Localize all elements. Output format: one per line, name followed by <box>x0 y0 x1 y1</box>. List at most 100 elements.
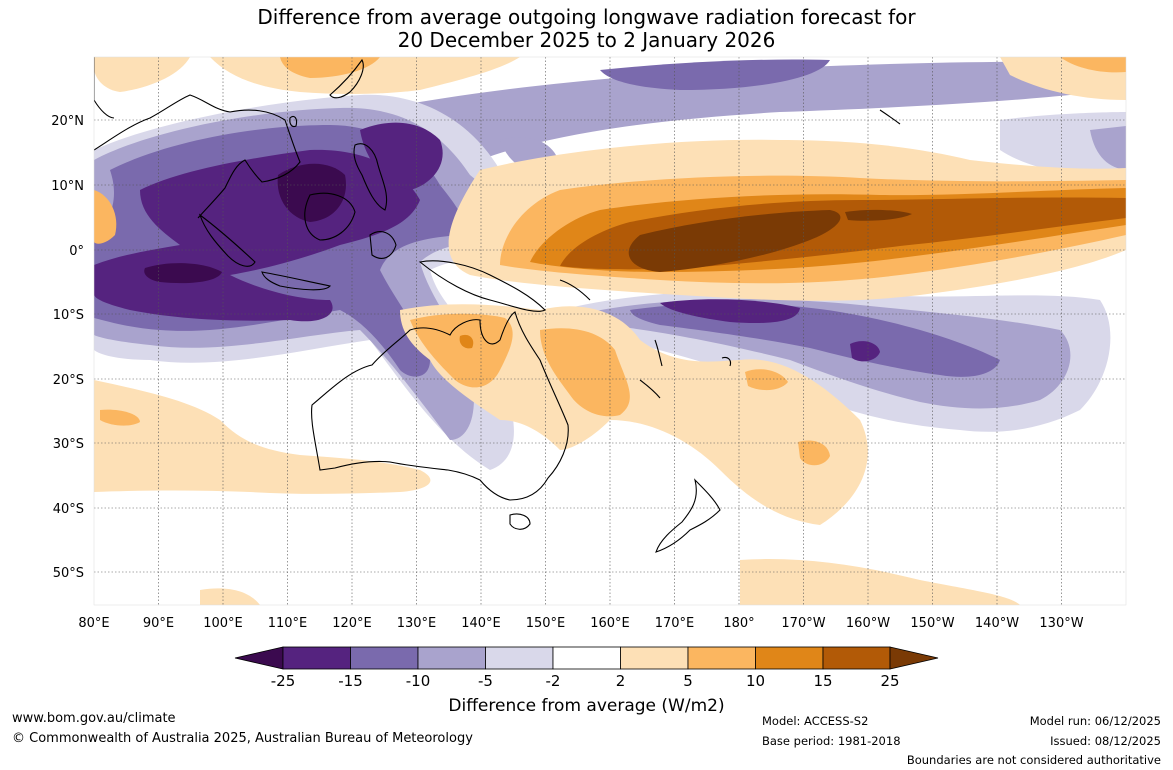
lon-label: 150°E <box>526 616 566 631</box>
strong-negative-core <box>144 263 222 284</box>
vanuatu-coastline <box>654 339 663 367</box>
title-line-1: Difference from average outgoing longwav… <box>257 5 916 29</box>
issued-label: Issued: 08/12/2025 <box>1050 734 1161 748</box>
base-period-label: Base period: 1981-2018 <box>762 734 901 748</box>
positive-anomaly-region <box>400 304 868 525</box>
lon-label: 140°E <box>461 616 501 631</box>
longitude-labels: 80°E 90°E 100°E 110°E 120°E 130°E 140°E … <box>78 616 1083 631</box>
lat-label: 20°N <box>51 114 84 129</box>
hawaii-coastline <box>879 109 901 125</box>
japan-coastline <box>329 58 364 99</box>
lat-label: 0° <box>69 244 84 259</box>
colorbar-segment <box>417 646 486 670</box>
colorbar-tick-label: -2 <box>546 672 561 690</box>
colorbar-title: Difference from average (W/m2) <box>448 696 725 716</box>
fiji-coastline <box>721 356 732 367</box>
colorbar-tick-label: 5 <box>683 672 693 690</box>
positive-anomaly-region <box>280 57 380 78</box>
new-zealand-coastline <box>655 478 721 553</box>
new-guinea-coastline <box>418 260 546 312</box>
lat-label: 10°S <box>53 308 84 323</box>
colorbar-underflow-arrow <box>234 646 284 670</box>
positive-anomaly-region <box>745 369 788 391</box>
positive-anomaly-region <box>410 313 513 388</box>
java-coastline <box>261 271 332 291</box>
negative-anomaly-region <box>360 122 443 190</box>
strong-positive-core <box>845 209 912 221</box>
colorbar-tick-label: 25 <box>880 672 899 690</box>
lon-label: 170°W <box>781 616 825 631</box>
strong-positive-core <box>628 210 841 272</box>
lon-label: 140°W <box>975 616 1019 631</box>
positive-anomaly-region <box>798 440 830 466</box>
latitude-labels: 20°N 10°N 0° 10°S 20°S 30°S 40°S 50°S <box>51 114 84 581</box>
lat-label: 20°S <box>53 373 84 388</box>
lon-label: 120°E <box>332 616 372 631</box>
lon-label: 160°W <box>846 616 890 631</box>
colorbar-tick-label: 15 <box>813 672 832 690</box>
colorbar-tick-label: 2 <box>616 672 626 690</box>
tasmania-coastline <box>509 513 531 530</box>
map-frame <box>93 56 1127 606</box>
colorbar <box>234 646 939 670</box>
borneo-coastline <box>304 192 356 241</box>
lat-label: 40°S <box>53 502 84 517</box>
colorbar-tick-label: -15 <box>338 672 363 690</box>
model-label: Model: ACCESS-S2 <box>762 714 869 728</box>
lon-label: 110°E <box>268 616 308 631</box>
negative-anomaly-region <box>660 299 800 324</box>
lon-label: 180° <box>723 616 754 631</box>
model-run-label: Model run: 06/12/2025 <box>1029 714 1161 728</box>
negative-anomaly-region <box>850 341 880 362</box>
positive-anomaly-region <box>740 559 1020 605</box>
anomaly-shading <box>94 57 1126 605</box>
sulawesi-coastline <box>369 231 397 259</box>
coastlines <box>94 57 901 553</box>
colorbar-segment <box>822 646 891 670</box>
positive-anomaly-region <box>94 190 117 244</box>
positive-anomaly-region <box>1060 57 1126 73</box>
negative-anomaly-region <box>1000 112 1126 180</box>
anomaly-map: 80°E 90°E 100°E 110°E 120°E 130°E 140°E … <box>51 56 1127 690</box>
taiwan-coastline <box>289 115 298 128</box>
positive-anomaly-region <box>200 588 260 605</box>
colorbar-segment <box>687 646 756 670</box>
positive-anomaly-region <box>100 409 140 426</box>
negative-anomaly-region <box>1090 126 1126 170</box>
negative-anomaly-region <box>600 59 830 90</box>
lon-label: 90°E <box>143 616 174 631</box>
colorbar-tick-label: -10 <box>406 672 431 690</box>
colorbar-overflow-arrow <box>889 646 939 670</box>
colorbar-segment <box>620 646 689 670</box>
lon-label: 150°W <box>910 616 954 631</box>
new-caledonia-coastline <box>639 379 661 399</box>
colorbar-segment <box>755 646 824 670</box>
lon-label: 100°E <box>203 616 243 631</box>
title-line-2: 20 December 2025 to 2 January 2026 <box>397 28 776 52</box>
lat-label: 10°N <box>51 179 84 194</box>
copyright-notice: © Commonwealth of Australia 2025, Austra… <box>12 731 473 746</box>
australia-coastline <box>311 311 569 501</box>
positive-anomaly-region <box>540 328 630 417</box>
colorbar-tick-label: -5 <box>478 672 493 690</box>
negative-anomaly-region <box>330 61 1126 160</box>
lon-label: 80°E <box>78 616 109 631</box>
lon-label: 170°E <box>655 616 695 631</box>
colorbar-tick-label: -25 <box>271 672 296 690</box>
colorbar-segment <box>552 646 621 670</box>
lon-label: 160°E <box>590 616 630 631</box>
philippines-coastline <box>353 143 388 211</box>
colorbar-ticks: -25 -15 -10 -5 -2 2 5 10 15 25 <box>271 672 900 690</box>
solomon-islands-coastline <box>559 279 591 301</box>
lat-label: 50°S <box>53 566 84 581</box>
website-link[interactable]: www.bom.gov.au/climate <box>12 711 176 726</box>
lon-label: 130°W <box>1039 616 1083 631</box>
sumatra-coastline <box>198 213 256 267</box>
colorbar-tick-label: 10 <box>746 672 765 690</box>
negative-anomaly-region <box>630 303 1000 377</box>
positive-anomaly-region <box>94 57 190 92</box>
positive-anomaly-region <box>459 334 474 349</box>
colorbar-segment <box>350 646 419 670</box>
lon-label: 130°E <box>397 616 437 631</box>
boundaries-disclaimer: Boundaries are not considered authoritat… <box>906 753 1161 767</box>
